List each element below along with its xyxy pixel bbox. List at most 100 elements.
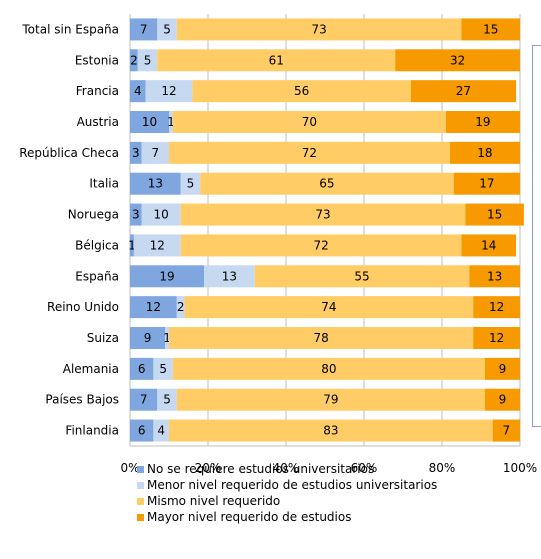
data-label: 9	[144, 331, 152, 345]
category-label: Francia	[76, 84, 119, 98]
bar-segment	[172, 111, 446, 133]
legend-item: No se requiere estudios universitarios	[137, 461, 437, 477]
bar-segment	[157, 18, 177, 41]
data-label: 72	[302, 146, 317, 160]
category-label: Noruega	[68, 208, 119, 222]
bar-segment	[473, 327, 520, 349]
legend-swatch	[137, 513, 144, 521]
bar-segment	[130, 111, 169, 133]
bar-segment	[130, 419, 154, 442]
data-label: 73	[315, 208, 330, 222]
bar-segment	[184, 296, 474, 319]
category-label: España	[75, 269, 119, 283]
category-label: Italia	[89, 177, 119, 191]
data-label: 13	[222, 269, 237, 283]
bar-segment	[192, 80, 411, 103]
data-label: 19	[475, 115, 490, 129]
data-label: 65	[319, 177, 334, 191]
legend-item: Menor nivel requerido de estudios univer…	[137, 477, 437, 493]
bar-segment	[469, 265, 520, 288]
gridlines	[129, 14, 521, 447]
bar-segment	[254, 265, 470, 288]
data-label: 55	[354, 269, 369, 283]
data-label: 13	[487, 269, 502, 283]
data-label: 15	[487, 208, 502, 222]
data-label: 12	[489, 300, 504, 314]
legend-item: Mayor nivel requerido de estudios	[137, 509, 437, 525]
data-label: 15	[483, 22, 498, 36]
x-tick-label: 100%	[503, 461, 537, 475]
bar-segment	[180, 203, 466, 226]
data-label: 72	[313, 238, 328, 252]
data-label: 10	[154, 208, 169, 222]
data-label: 12	[161, 84, 176, 98]
x-tick-label: 20%	[195, 461, 222, 475]
data-label: 4	[157, 424, 165, 438]
data-label: 80	[321, 362, 336, 376]
bar-segment	[176, 18, 462, 41]
data-label: 12	[489, 331, 504, 345]
data-label: 7	[140, 22, 148, 36]
x-tick-label: 0%	[120, 461, 139, 475]
bar-segment	[157, 49, 396, 72]
data-label: 10	[142, 115, 157, 129]
bar-segment	[169, 111, 173, 133]
legend-swatch	[137, 481, 144, 489]
bar-segment	[484, 388, 520, 411]
legend-label: Menor nivel requerido de estudios univer…	[147, 478, 438, 492]
bar-segment	[130, 327, 166, 349]
bar-segment	[130, 203, 142, 226]
bar-segment	[169, 141, 450, 164]
bar-segment	[130, 265, 205, 288]
data-label: 18	[477, 146, 492, 160]
category-label: Estonia	[75, 53, 119, 67]
data-label: 61	[269, 53, 284, 67]
data-label: 32	[450, 53, 465, 67]
category-label: Finlandia	[65, 424, 119, 438]
x-axis-ticks: 0% 20% 40% 60% 80% 100%	[120, 461, 537, 475]
bar-segment	[180, 234, 462, 257]
bar-segment	[130, 18, 158, 41]
bar-segment	[169, 419, 493, 442]
bar-segment	[176, 388, 485, 411]
bar-segment	[473, 296, 520, 319]
bar-segment	[153, 419, 169, 442]
bar-segment	[145, 80, 193, 103]
data-label: 6	[138, 362, 146, 376]
x-tick-label: 80%	[429, 461, 456, 475]
data-label: 74	[321, 300, 336, 314]
x-tick-label: 60%	[351, 461, 378, 475]
category-label: Reino Unido	[47, 300, 119, 314]
category-label: Países Bajos	[45, 393, 119, 407]
bar-segment	[130, 296, 177, 319]
bar-segment	[130, 80, 146, 103]
legend-label: Mayor nivel requerido de estudios	[147, 510, 352, 524]
bar-segment	[141, 203, 181, 226]
legend-item: Mismo nivel requerido	[137, 493, 437, 509]
bar-segment	[492, 419, 520, 442]
data-label: 56	[294, 84, 309, 98]
data-label: 7	[152, 146, 160, 160]
data-label: 17	[479, 177, 494, 191]
bar-segment	[465, 203, 524, 226]
side-panel-frame	[532, 45, 541, 427]
data-label: 1	[163, 331, 171, 345]
data-label: 12	[146, 300, 161, 314]
data-label: 7	[140, 393, 148, 407]
bar-segment	[200, 172, 454, 195]
data-label: 19	[159, 269, 174, 283]
bar-segment	[176, 296, 185, 319]
data-label: 5	[144, 53, 152, 67]
category-label: Bélgica	[75, 238, 119, 252]
legend-label: No se requiere estudios universitarios	[147, 462, 375, 476]
bar-segment	[157, 388, 177, 411]
data-label: 9	[499, 362, 507, 376]
data-label: 14	[481, 238, 496, 252]
bar-segment	[449, 141, 520, 164]
bar-segment	[133, 234, 181, 257]
data-label: 83	[323, 424, 338, 438]
bar-segment	[165, 327, 169, 349]
data-label: 6	[138, 424, 146, 438]
data-label: 5	[163, 22, 171, 36]
